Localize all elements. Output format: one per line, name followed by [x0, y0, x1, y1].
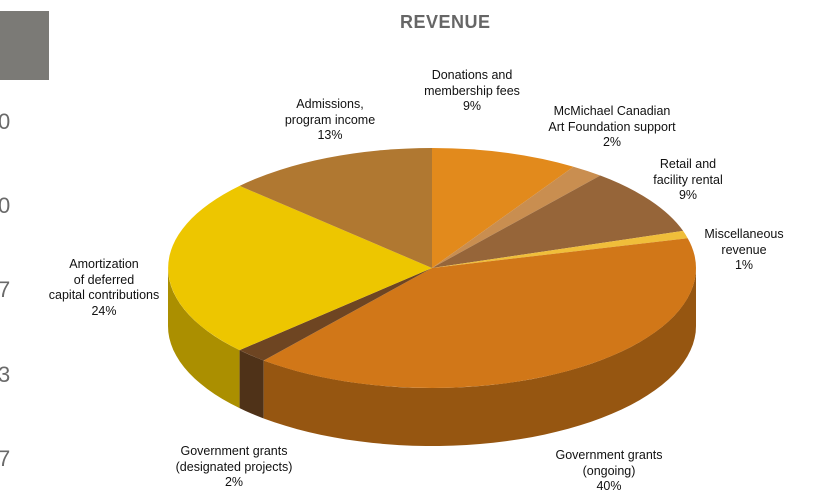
slice-label: Government grants (ongoing) 40% [556, 448, 663, 495]
pie-slice [263, 238, 696, 389]
slice-percent: 40% [596, 479, 622, 493]
pie-slice [432, 166, 601, 268]
slice-label-line: Art Foundation support [548, 119, 676, 134]
slice-label-line: Admissions, [296, 97, 364, 111]
side-number: 7 [0, 277, 11, 302]
pie-slice [239, 268, 432, 361]
slice-percent: 24% [91, 303, 117, 318]
slice-label: Admissions, program income 13% [285, 97, 375, 144]
slice-label-line: revenue [721, 242, 767, 257]
pie-slice [432, 230, 688, 268]
slice-label-line: membership fees [424, 83, 520, 98]
side-number: 0 [0, 193, 11, 218]
slice-percent: 2% [224, 475, 244, 489]
slice-label: Government grants (designated projects) 2% [176, 444, 293, 491]
pie-slice [432, 148, 574, 268]
slice-side [168, 268, 240, 409]
slice-percent: 1% [734, 258, 754, 272]
slice-label-line: of deferred [73, 272, 135, 287]
slice-label-line: Government grants [180, 444, 288, 458]
slice-label: McMichael Canadian Art Foundation support… [548, 104, 675, 151]
slice-side [239, 350, 264, 419]
slice-label-line: McMichael Canadian [553, 104, 671, 118]
side-number: 0 [0, 109, 11, 134]
slice-percent: 9% [678, 188, 698, 202]
slice-percent: 9% [462, 99, 482, 113]
slice-label-line: (designated projects) [175, 459, 293, 474]
side-number: 3 [0, 362, 11, 387]
pie-slice [432, 175, 684, 268]
slice-label-line: Miscellaneous [704, 227, 784, 241]
chart-title: REVENUE [400, 12, 491, 32]
gray-block [0, 11, 49, 80]
slice-label-line: program income [284, 112, 376, 127]
slice-label: Miscellaneous revenue 1% [704, 227, 783, 274]
side-number: 7 [0, 446, 11, 471]
slice-label-line: Amortization [69, 257, 139, 271]
slice-label-line: (ongoing) [582, 463, 636, 478]
slice-percent: 2% [602, 135, 622, 149]
slice-label-line: capital contributions [48, 288, 160, 302]
slice-label: Donations and membership fees 9% [424, 68, 520, 115]
slice-label-line: Government grants [555, 448, 663, 462]
slice-percent: 13% [317, 128, 343, 142]
slice-side [263, 268, 696, 446]
slice-label: Retail and facility rental 9% [653, 157, 722, 204]
slice-label-line: facility rental [653, 172, 723, 187]
pie-slice [168, 185, 433, 351]
slice-label: Amortization of deferred capital contribut… [49, 257, 159, 319]
pie-slice [239, 148, 432, 268]
slice-label-line: Retail and [659, 157, 717, 171]
slice-label-line: Donations and [431, 68, 513, 82]
